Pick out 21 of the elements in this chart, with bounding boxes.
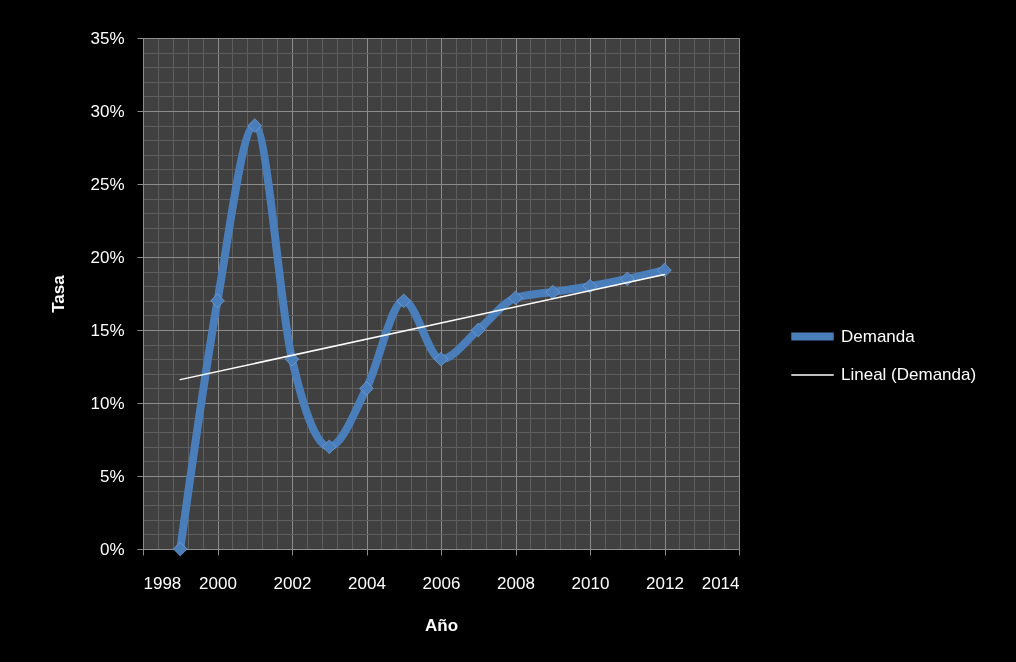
- x-axis-title: Año: [424, 615, 459, 635]
- x-tick-label: 1998: [143, 573, 182, 593]
- x-tick-label: 2010: [571, 573, 610, 593]
- y-tick-label: 15%: [90, 320, 125, 340]
- x-tick-label: 2004: [348, 573, 386, 593]
- x-tick-label: 2012: [646, 573, 684, 593]
- y-tick-label: 10%: [90, 393, 125, 413]
- legend-label: Demanda: [841, 326, 916, 346]
- y-tick-label: 20%: [90, 247, 125, 267]
- x-tick-label: 2000: [199, 573, 237, 593]
- y-tick-label: 35%: [90, 28, 125, 48]
- x-tick-label: 2002: [273, 573, 312, 593]
- y-tick-label: 25%: [90, 174, 125, 194]
- y-tick-label: 5%: [99, 466, 125, 486]
- x-tick-label: 2014: [701, 573, 740, 593]
- y-tick-label: 30%: [90, 101, 125, 121]
- y-tick-label: 0%: [99, 539, 125, 559]
- legend-label: Lineal (Demanda): [841, 365, 977, 384]
- x-tick-label: 2008: [497, 573, 535, 593]
- y-axis-title: Tasa: [49, 274, 69, 313]
- x-tick-label: 2006: [422, 573, 461, 593]
